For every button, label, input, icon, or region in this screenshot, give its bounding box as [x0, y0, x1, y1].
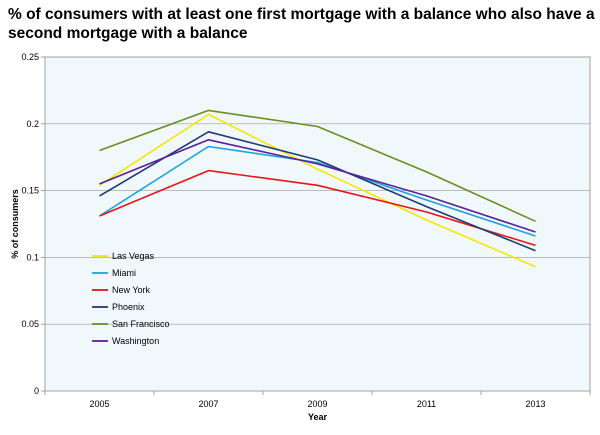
legend-label-phoenix: Phoenix: [112, 302, 145, 312]
gridlines: [45, 123, 590, 325]
x-tick-label: 2005: [89, 399, 109, 409]
legend: Las Vegas Miami New York Phoenix San Francis…: [92, 251, 170, 346]
series-line-washington: [99, 139, 536, 233]
legend-label-san-francisco: San Francisco: [112, 319, 170, 329]
x-tick-label: 2009: [307, 399, 327, 409]
series-line-new-york: [99, 169, 536, 247]
series-line-miami: [99, 145, 536, 237]
legend-label-miami: Miami: [112, 268, 136, 278]
x-axis-title: Year: [308, 412, 328, 422]
y-tick-label: 0.15: [21, 186, 39, 196]
x-tick-label: 2013: [525, 399, 545, 409]
y-axis-ticks: 0 0.05 0.1 0.15 0.2 0.25: [21, 52, 45, 396]
y-tick-label: 0.1: [26, 252, 39, 262]
x-tick-label: 2011: [417, 399, 436, 409]
legend-label-new-york: New York: [112, 285, 151, 295]
legend-label-washington: Washington: [112, 336, 159, 346]
series-lines: [99, 109, 536, 268]
y-tick-label: 0.25: [21, 52, 39, 62]
series-line-phoenix: [99, 131, 536, 252]
series-line-las-vegas: [99, 113, 536, 268]
y-axis-title: % of consumers: [10, 189, 20, 259]
series-line-san-francisco: [99, 109, 536, 223]
legend-label-las-vegas: Las Vegas: [112, 251, 155, 261]
y-tick-label: 0.05: [21, 319, 39, 329]
y-tick-label: 0.2: [26, 119, 39, 129]
chart-title: % of consumers with at least one first m…: [8, 6, 595, 42]
x-axis-ticks: 2005 2007 2009 2011 2013: [44, 391, 591, 409]
y-tick-label: 0: [34, 386, 39, 396]
x-tick-label: 2007: [198, 399, 218, 409]
